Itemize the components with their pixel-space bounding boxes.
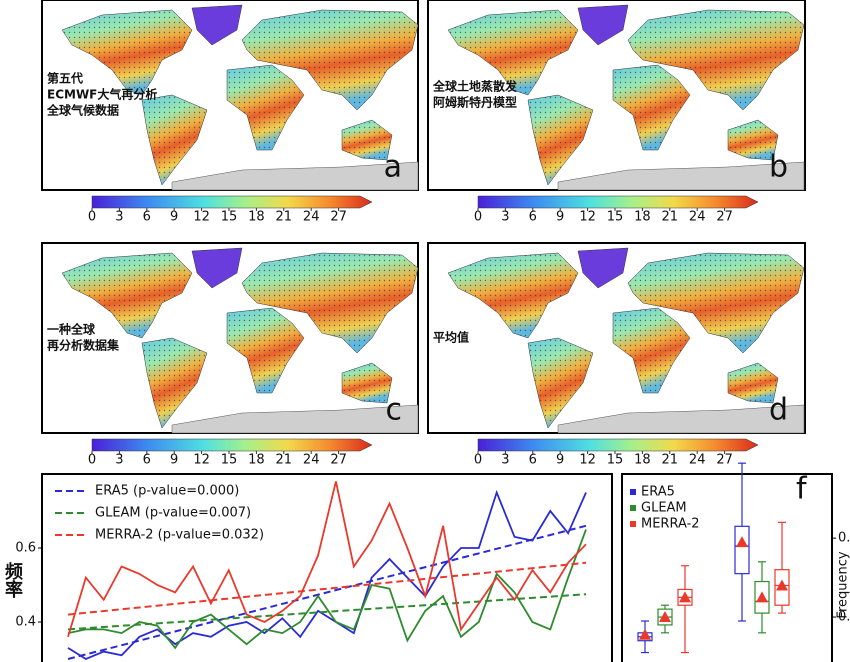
series-line: [67, 489, 587, 661]
legend-label: MERRA-2: [641, 517, 700, 532]
colorbar-tick-label: 27: [330, 210, 347, 225]
box-mean: [736, 536, 748, 548]
legend-label: ERA5: [641, 485, 675, 500]
colorbar-tick-label: 15: [607, 453, 624, 468]
colorbar-tick-label: 15: [607, 210, 624, 225]
colorbar-tick-label: 24: [689, 210, 706, 225]
box-mean: [756, 591, 768, 603]
colorbar-tick-label: 3: [501, 210, 509, 225]
map-c: [41, 242, 419, 434]
colorbar-tick-label: 9: [556, 210, 564, 225]
map-b: [427, 0, 806, 191]
colorbar-tick-label: 3: [501, 453, 509, 468]
series-line: [67, 481, 587, 638]
legend-label: GLEAM (p-value=0.007): [95, 506, 251, 521]
panel-letter: f: [796, 472, 808, 507]
colorbar-tick-label: 3: [115, 210, 123, 225]
colorbar-tick-label: 27: [716, 210, 733, 225]
y-tick-label: 0.6: [838, 531, 850, 546]
y-tick-label: 0.4: [15, 615, 36, 630]
series-line: [67, 529, 587, 650]
colorbar-tick-label: 9: [170, 453, 178, 468]
legend-swatch: [630, 521, 636, 527]
legend-label: GLEAM: [641, 501, 687, 516]
colorbar: [477, 438, 759, 452]
colorbar-tick-label: 21: [662, 453, 679, 468]
colorbar-tick-label: 9: [556, 453, 564, 468]
colorbar-tick-label: 18: [634, 210, 651, 225]
box-mean: [659, 611, 671, 623]
legend-label: MERRA-2 (p-value=0.032): [95, 528, 264, 543]
colorbar-tick-label: 24: [689, 453, 706, 468]
panel-letter: a: [384, 150, 402, 185]
box-mean: [679, 591, 691, 603]
colorbar-tick-label: 12: [193, 453, 210, 468]
colorbar-tick-label: 21: [662, 210, 679, 225]
y-tick-label: 0.6: [15, 541, 36, 556]
map-label: 一种全球: [47, 322, 96, 337]
panel-letter: d: [769, 393, 788, 428]
colorbar-tick-label: 18: [248, 210, 265, 225]
map-label: 再分析数据集: [47, 338, 120, 353]
legend-label: ERA5 (p-value=0.000): [95, 484, 239, 499]
y-axis-label: 频率: [2, 561, 23, 599]
map-a: [41, 0, 419, 191]
colorbar-tick-label: 24: [303, 210, 320, 225]
colorbar: [477, 195, 759, 209]
colorbar-tick-label: 0: [474, 453, 482, 468]
colorbar-tick-label: 12: [193, 210, 210, 225]
panel-e-frame: [41, 473, 613, 662]
trend-line: [67, 524, 587, 660]
colorbar-tick-label: 12: [579, 453, 596, 468]
map-label: 第五代: [47, 71, 83, 86]
y-tick-label: 0.4: [838, 610, 850, 625]
colorbar-tick-label: 18: [634, 453, 651, 468]
colorbar: [91, 438, 373, 452]
box-mean: [776, 579, 788, 591]
colorbar-tick-label: 27: [716, 453, 733, 468]
colorbar-tick-label: 6: [143, 453, 151, 468]
colorbar-tick-label: 21: [276, 210, 293, 225]
colorbar-tick-label: 15: [221, 210, 238, 225]
colorbar-tick-label: 6: [529, 453, 537, 468]
legend-swatch: [630, 489, 636, 495]
colorbar-tick-label: 9: [170, 210, 178, 225]
box-mean: [639, 628, 651, 640]
colorbar-tick-label: 6: [143, 210, 151, 225]
colorbar-tick-label: 0: [88, 453, 96, 468]
colorbar: [91, 195, 373, 209]
panel-f-frame: [621, 473, 833, 662]
map-label: 平均值: [433, 330, 469, 345]
colorbar-tick-label: 18: [248, 453, 265, 468]
map-label: 阿姆斯特丹模型: [433, 95, 517, 110]
panel-letter: c: [386, 393, 403, 428]
colorbar-tick-label: 6: [529, 210, 537, 225]
colorbar-tick-label: 15: [221, 453, 238, 468]
map-label: 全球气候数据: [46, 103, 119, 118]
map-d: [427, 242, 806, 434]
colorbar-tick-label: 21: [276, 453, 293, 468]
colorbar-tick-label: 0: [88, 210, 96, 225]
colorbar-tick-label: 3: [115, 453, 123, 468]
trend-line: [67, 561, 587, 616]
map-label: 全球土地蒸散发: [432, 79, 518, 94]
legend-swatch: [630, 505, 636, 511]
trend-line: [67, 593, 587, 631]
box: [734, 525, 750, 575]
y-axis-label: Frequency: [836, 551, 850, 618]
map-label: ECMWF大气再分析: [47, 87, 157, 102]
colorbar-tick-label: 27: [330, 453, 347, 468]
panel-letter: b: [769, 150, 788, 185]
colorbar-tick-label: 12: [579, 210, 596, 225]
colorbar-tick-label: 0: [474, 210, 482, 225]
colorbar-tick-label: 24: [303, 453, 320, 468]
